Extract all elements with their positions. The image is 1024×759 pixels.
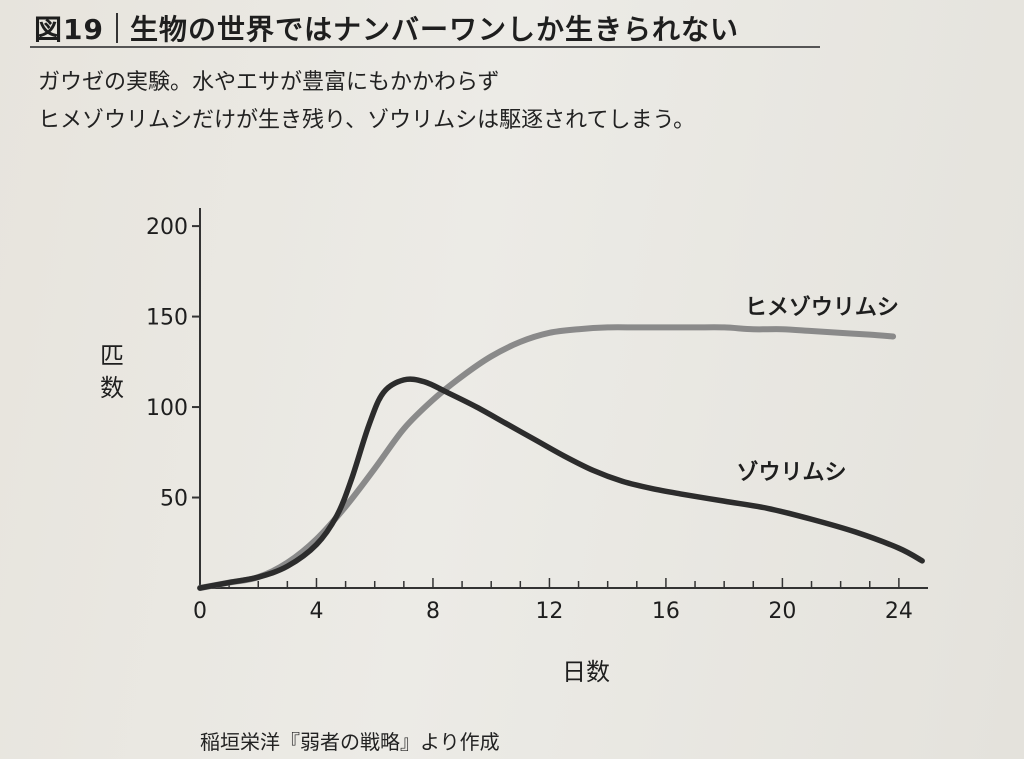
- x-axis-label: 日数: [562, 658, 610, 686]
- x-tick-label: 4: [309, 599, 323, 624]
- figure-number: 図19: [34, 13, 104, 46]
- figure-source: 稲垣栄洋『弱者の戦略』より作成: [200, 730, 500, 754]
- y-tick-label: 150: [146, 306, 188, 331]
- series-lines: [197, 324, 925, 591]
- series-label-2: ゾウリムシ: [736, 459, 846, 485]
- series-label-1: ヒメゾウリムシ: [745, 295, 899, 321]
- header-separator: [115, 13, 118, 43]
- x-tick-label: 0: [193, 599, 207, 624]
- figure-caption-line-1: ガウゼの実験。水やエサが豊富にもかかわらず: [38, 70, 500, 95]
- header-rule: [30, 46, 820, 48]
- x-tick-label: 16: [652, 599, 680, 624]
- axes: [199, 208, 928, 589]
- y-tick-label: 50: [160, 487, 188, 512]
- figure-header: 図19 生物の世界ではナンバーワンしか生きられない: [34, 8, 739, 48]
- figure-title: 生物の世界ではナンバーワンしか生きられない: [129, 13, 739, 46]
- x-tick-label: 8: [426, 599, 440, 624]
- series-line-2: [197, 376, 925, 591]
- x-tick-label: 20: [768, 599, 796, 624]
- y-tick-label: 100: [146, 396, 188, 421]
- x-tick-label: 12: [535, 599, 563, 624]
- y-axis-label: 匹数: [100, 342, 124, 402]
- ticks: 50 100 150 200 0 4 8 12 16 20 24: [146, 215, 913, 624]
- y-tick-label: 200: [146, 215, 188, 240]
- figure-caption-line-2: ヒメゾウリムシだけが生き残り、ゾウリムシは駆逐されてしまう。: [38, 108, 696, 133]
- x-tick-label: 24: [885, 599, 913, 624]
- series-line-1: [197, 324, 897, 591]
